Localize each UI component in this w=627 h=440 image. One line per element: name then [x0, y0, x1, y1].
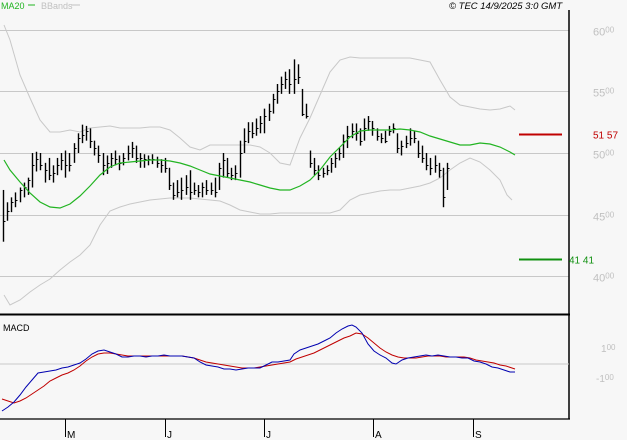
ma20-line: [3, 128, 516, 209]
month-label: S: [475, 430, 482, 440]
ohlc-bars: [2, 59, 450, 242]
support-label: 41 41: [569, 256, 594, 267]
macd-title: MACD: [3, 323, 30, 333]
month-label: M: [67, 430, 75, 440]
resistance-label: 51 57: [593, 131, 618, 142]
copyright-timestamp: © TEC 14/9/2025 3:0 GMT: [449, 1, 563, 12]
macd-line: [1, 324, 515, 412]
bbands-lower-line: [3, 157, 513, 306]
legend-ma20: MA20: [1, 1, 25, 11]
month-label: J: [266, 430, 271, 440]
month-label: J: [167, 430, 172, 440]
month-label: A: [375, 430, 382, 440]
legend-bbands: BBands: [41, 1, 73, 11]
